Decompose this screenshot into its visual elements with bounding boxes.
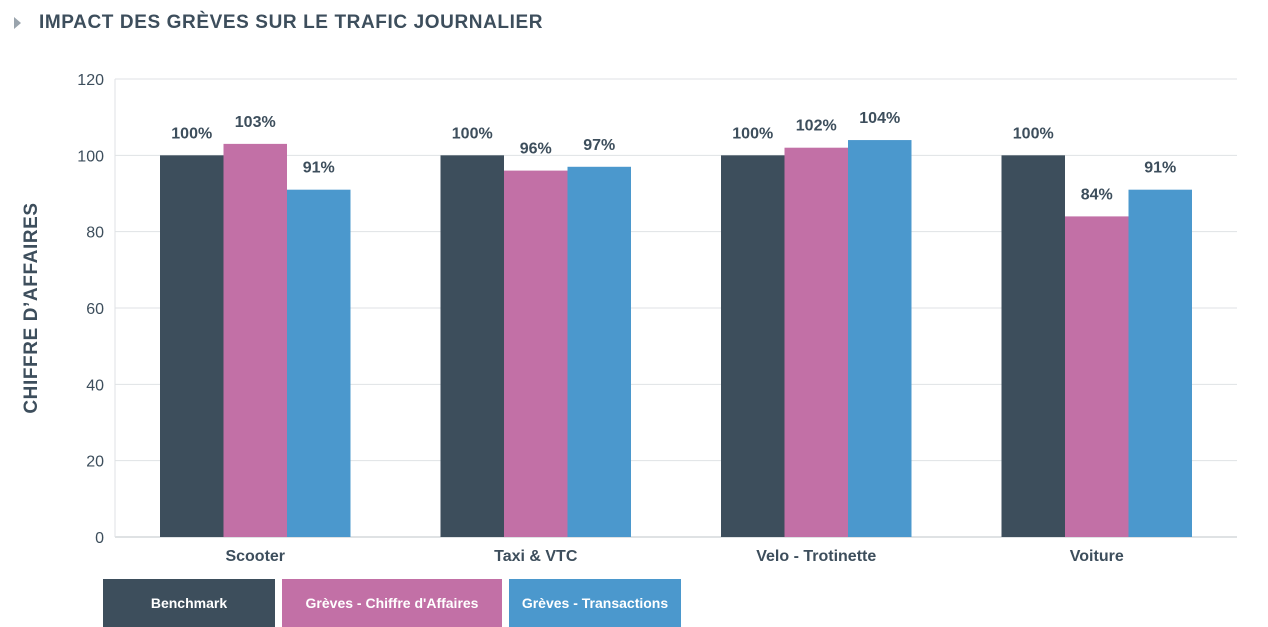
x-tick-label: Taxi & VTC [494, 548, 578, 565]
bar [784, 147, 848, 537]
bar [504, 170, 568, 537]
legend-item-label: Benchmark [150, 595, 228, 611]
chart-title: IMPACT DES GRÈVES SUR LE TRAFIC JOURNALI… [39, 12, 544, 33]
chart-header: IMPACT DES GRÈVES SUR LE TRAFIC JOURNALI… [14, 12, 543, 34]
x-tick-label: Velo - Trotinette [756, 548, 876, 565]
data-label: 97% [583, 137, 615, 154]
bar [1001, 155, 1065, 538]
y-axis-title: CHIFFRE D’AFFAIRES [21, 202, 42, 413]
data-label: 100% [732, 125, 773, 142]
legend-item[interactable]: Grèves - Transactions [509, 579, 681, 627]
x-tick-label: Voiture [1070, 548, 1124, 565]
bar [440, 155, 504, 538]
data-label: 96% [520, 141, 552, 158]
bar [1128, 189, 1192, 537]
bar [223, 143, 287, 537]
x-tick-label: Scooter [225, 548, 285, 565]
y-tick-label: 120 [77, 72, 104, 89]
data-label: 100% [171, 125, 212, 142]
y-tick-label: 80 [86, 225, 104, 242]
bar [567, 166, 631, 538]
data-label: 84% [1081, 186, 1113, 203]
y-tick-label: 0 [95, 530, 104, 547]
legend-item-label: Grèves - Transactions [521, 595, 669, 611]
bar [1065, 216, 1129, 537]
bar [721, 155, 785, 538]
data-label: 104% [859, 110, 900, 127]
caret-right-icon[interactable] [14, 17, 21, 29]
data-label: 91% [1144, 160, 1176, 177]
legend: Benchmark Grèves - Chiffre d'Affaires Grèv… [103, 579, 681, 627]
bar [287, 189, 351, 537]
y-tick-label: 20 [86, 454, 104, 471]
data-label: 91% [303, 160, 335, 177]
bar [160, 155, 224, 538]
legend-item-label: Grèves - Chiffre d'Affaires [305, 595, 479, 611]
y-tick-label: 60 [86, 301, 104, 318]
legend-item[interactable]: Benchmark [103, 579, 275, 627]
data-label: 102% [796, 118, 837, 135]
bar [848, 140, 912, 538]
data-label: 100% [1013, 125, 1054, 142]
bar-chart: 0 20 40 60 80 100 120 CHIFFRE D’AFFAIRES 100% 103… [21, 72, 1237, 565]
data-label: 103% [235, 114, 276, 131]
y-tick-label: 40 [86, 377, 104, 394]
data-label: 100% [452, 125, 493, 142]
legend-item[interactable]: Grèves - Chiffre d'Affaires [282, 579, 502, 627]
y-tick-label: 100 [77, 148, 104, 165]
